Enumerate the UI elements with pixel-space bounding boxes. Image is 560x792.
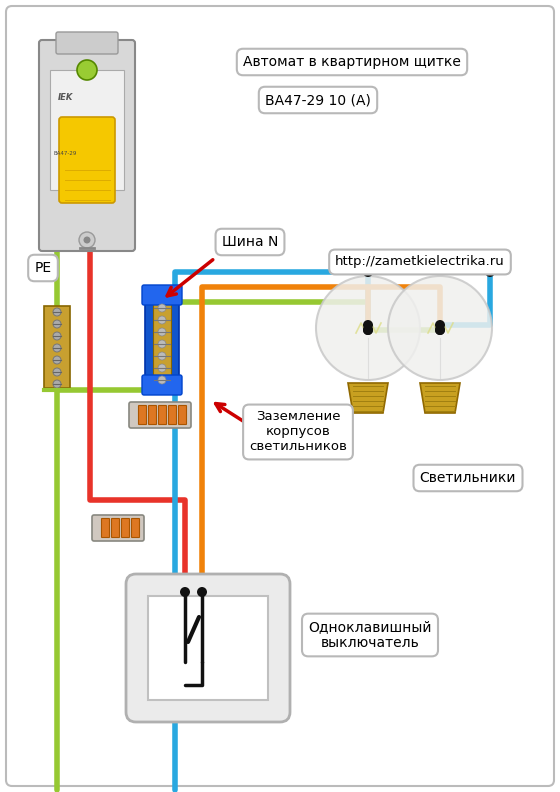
FancyBboxPatch shape [138,406,147,425]
Text: Шина N: Шина N [222,235,278,249]
Text: http://zametkielectrika.ru: http://zametkielectrika.ru [335,256,505,268]
FancyBboxPatch shape [126,574,290,722]
FancyBboxPatch shape [148,406,156,425]
Circle shape [158,352,166,360]
Text: BA47-29: BA47-29 [54,151,77,156]
Circle shape [79,232,95,248]
Circle shape [158,316,166,324]
Circle shape [158,304,166,312]
FancyBboxPatch shape [145,298,179,390]
Text: Заземление
корпусов
светильников: Заземление корпусов светильников [249,410,347,454]
Text: PE: PE [34,261,52,275]
Text: Светильники: Светильники [420,471,516,485]
Circle shape [363,320,373,330]
FancyBboxPatch shape [158,406,166,425]
Circle shape [485,267,495,277]
FancyBboxPatch shape [111,519,119,538]
Circle shape [158,376,166,384]
FancyBboxPatch shape [153,302,171,382]
FancyBboxPatch shape [39,40,135,251]
Circle shape [53,356,61,364]
Circle shape [197,587,207,597]
Circle shape [363,325,373,335]
Text: Одноклавишный
выключатель: Одноклавишный выключатель [308,620,432,650]
Circle shape [158,364,166,372]
Circle shape [53,320,61,328]
Circle shape [435,325,445,335]
Circle shape [53,380,61,388]
FancyBboxPatch shape [132,519,139,538]
FancyBboxPatch shape [44,306,70,388]
FancyBboxPatch shape [142,285,182,305]
Text: ВА47-29 10 (А): ВА47-29 10 (А) [265,93,371,107]
Text: IEK: IEK [58,93,73,102]
Circle shape [435,320,445,330]
FancyBboxPatch shape [92,515,144,541]
Circle shape [53,332,61,340]
FancyBboxPatch shape [122,519,129,538]
Circle shape [316,276,420,380]
FancyBboxPatch shape [50,70,124,190]
FancyBboxPatch shape [142,375,182,395]
Circle shape [363,325,373,335]
Polygon shape [420,383,460,413]
Text: Автомат в квартирном щитке: Автомат в квартирном щитке [243,55,461,69]
Circle shape [158,328,166,336]
Circle shape [158,340,166,348]
FancyBboxPatch shape [59,117,115,203]
Circle shape [53,308,61,316]
FancyBboxPatch shape [101,519,110,538]
Circle shape [435,325,445,335]
Circle shape [53,368,61,376]
Circle shape [363,267,373,277]
Circle shape [83,237,91,243]
FancyBboxPatch shape [179,406,186,425]
FancyBboxPatch shape [56,32,118,54]
Circle shape [77,60,97,80]
FancyBboxPatch shape [148,596,268,700]
Polygon shape [348,383,388,413]
FancyBboxPatch shape [169,406,176,425]
Circle shape [388,276,492,380]
Circle shape [53,344,61,352]
Circle shape [180,587,190,597]
FancyBboxPatch shape [129,402,191,428]
FancyBboxPatch shape [6,6,554,786]
